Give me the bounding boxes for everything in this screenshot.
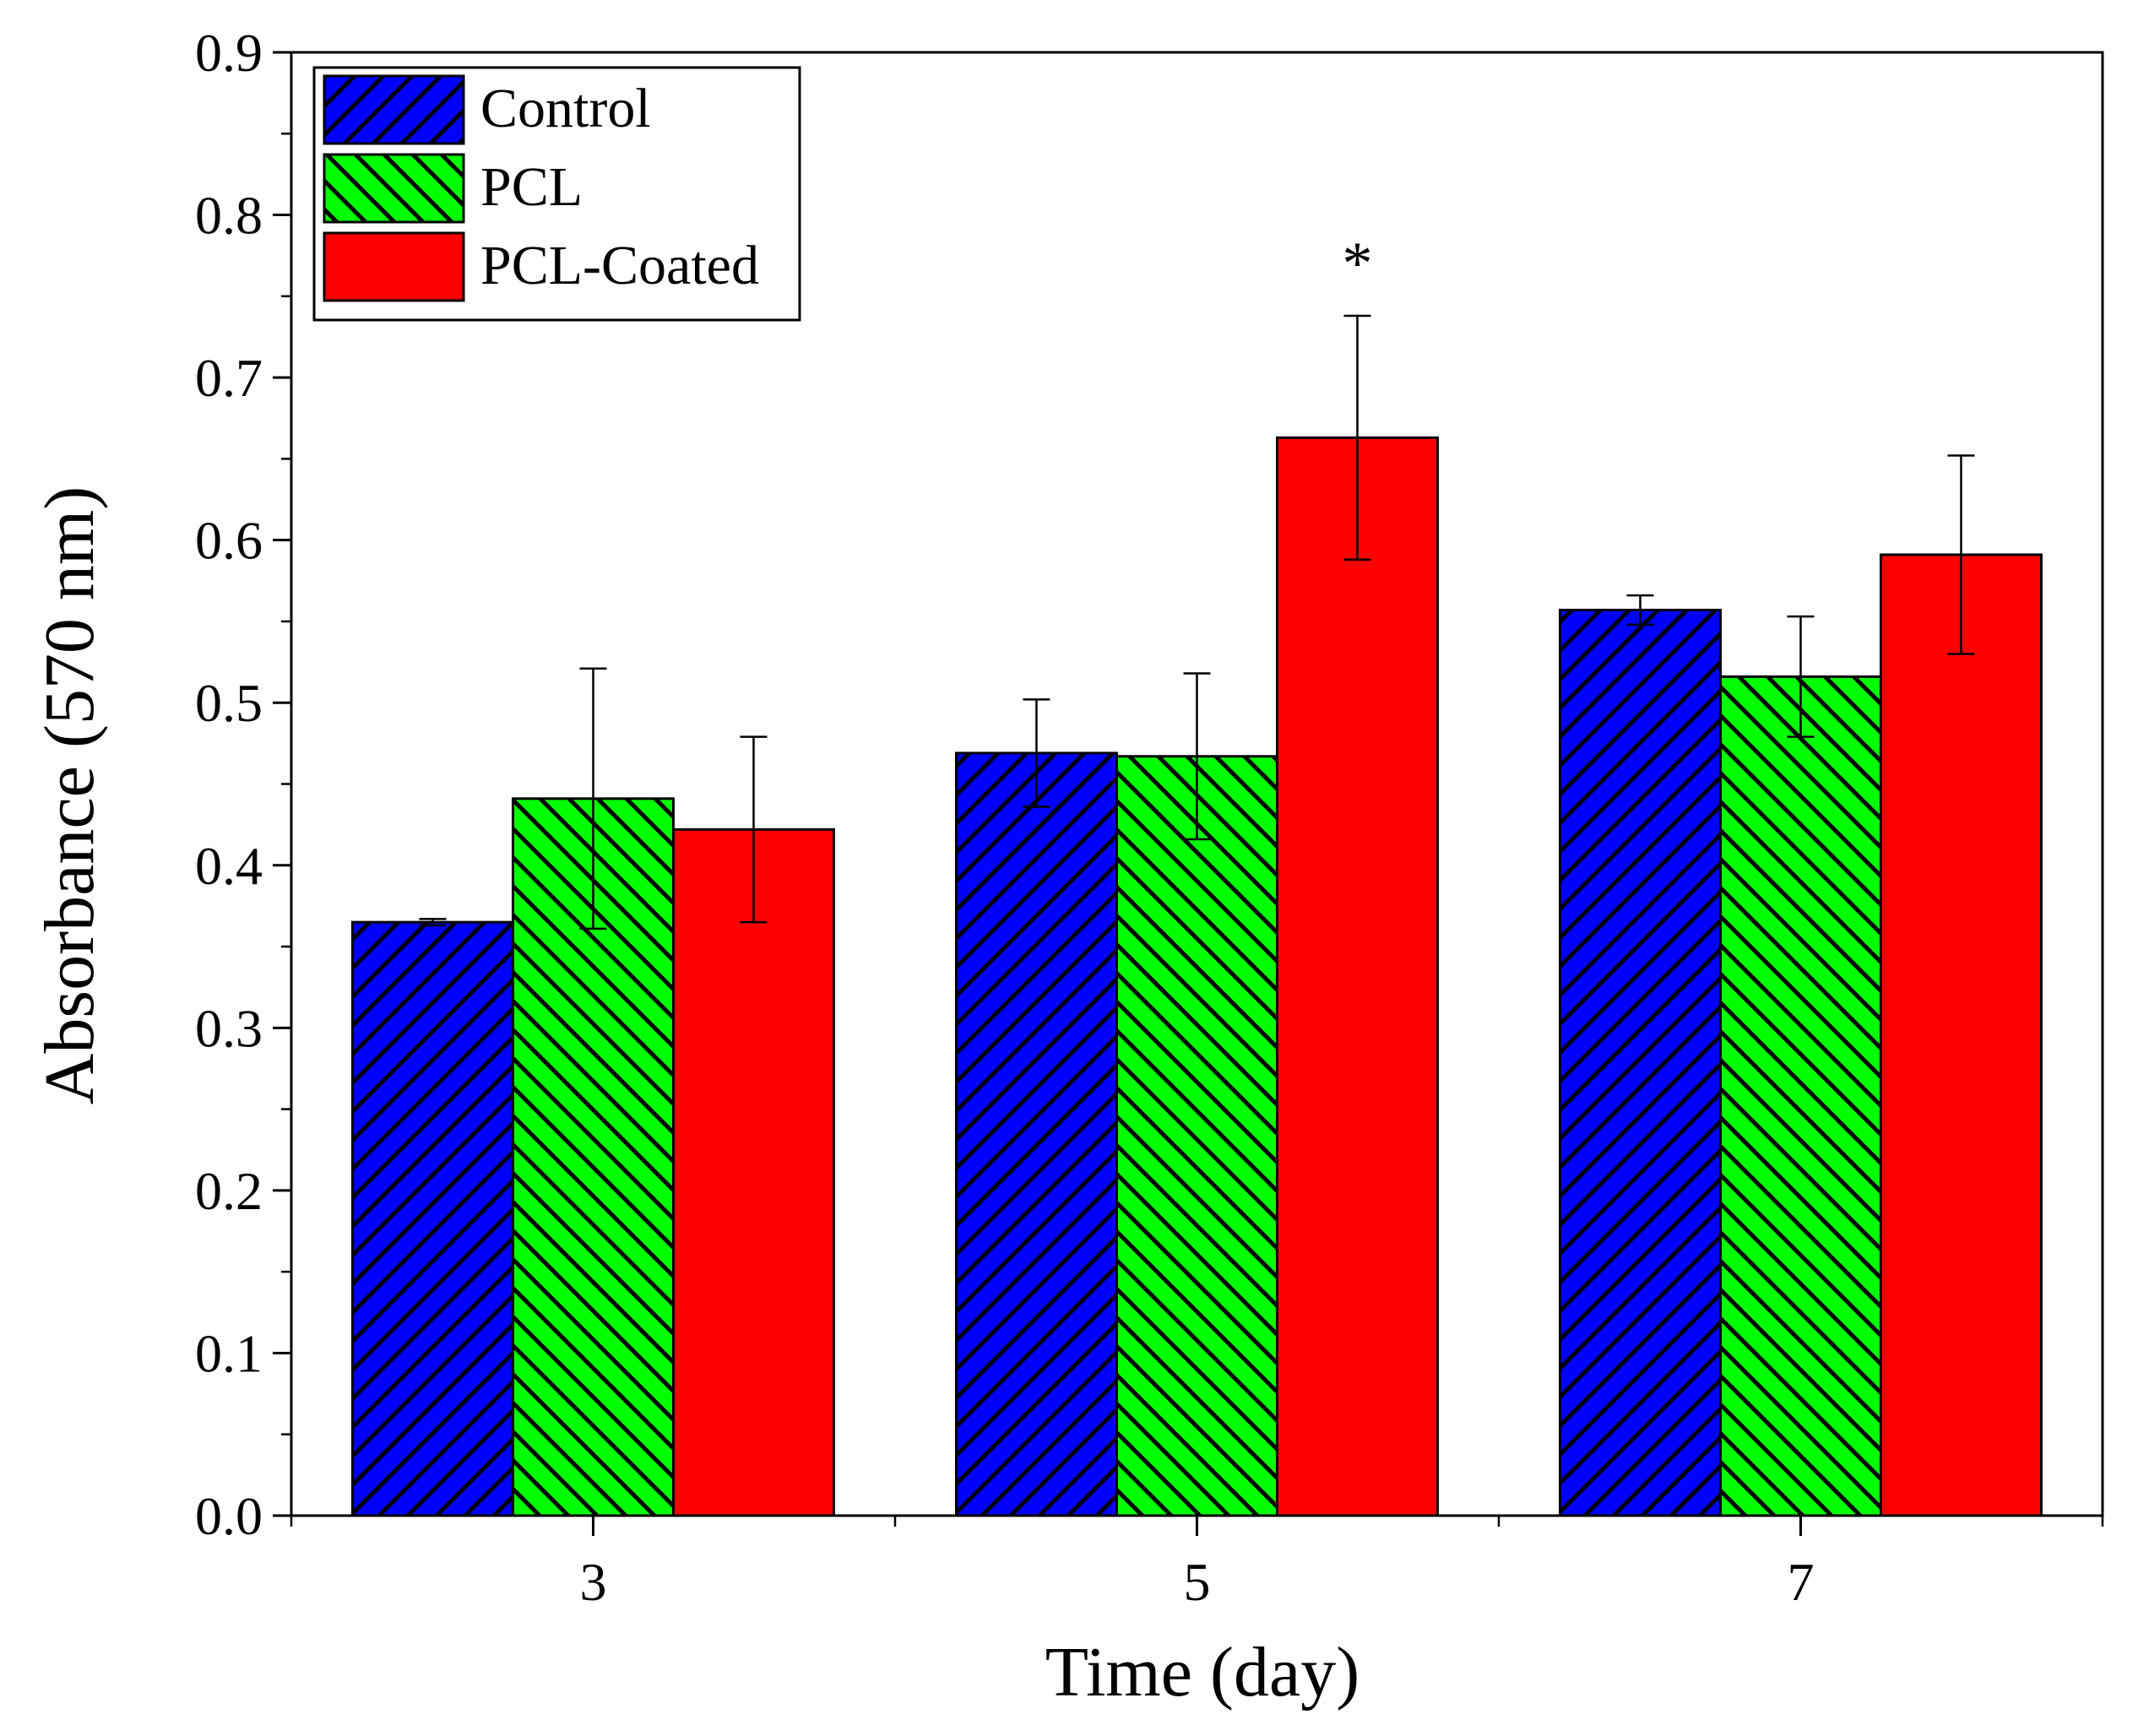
bar-control-day-5 [955,751,1118,1517]
x-tick-label: 7 [1788,1552,1815,1612]
legend-label-pcl: PCL [480,156,583,218]
y-tick-label: 0.0 [195,1486,263,1546]
y-tick-label: 0.5 [195,673,263,733]
bar-pcl-day-5 [1115,755,1278,1517]
bar-pcl-day-7 [1719,675,1882,1517]
y-tick-label: 0.2 [195,1161,263,1221]
y-tick-label: 0.1 [195,1323,263,1383]
x-tick-label: 3 [580,1552,607,1612]
bar-pcl-coated-day-3 [672,827,835,1517]
y-tick-label: 0.6 [195,511,263,571]
legend-label-pcl-coated: PCL-Coated [480,235,759,296]
legend-swatch-pcl [323,153,465,224]
x-tick-label: 5 [1184,1552,1211,1612]
legend-swatch-control [323,74,465,145]
bar-pcl-coated-day-5 [1276,436,1439,1517]
bar-control-day-3 [351,920,514,1517]
y-tick-label: 0.3 [195,998,263,1058]
legend-label-control: Control [480,78,651,139]
y-tick-label: 0.9 [195,23,263,83]
bar-pcl-coated-day-7 [1880,553,2043,1517]
legend: Control PCL PCL-Coated [312,66,801,322]
significance-annotation: * [1343,230,1373,297]
y-tick-label: 0.4 [195,836,263,896]
y-tick-label: 0.7 [195,348,263,408]
bar-control-day-7 [1559,608,1722,1517]
legend-swatch-pcl-coated [323,231,465,302]
y-axis-title: Absorbance (570 nm) [30,486,109,1104]
x-axis-title: Time (day) [1045,1633,1360,1712]
y-tick-label: 0.8 [195,186,263,246]
plot-area: * 0.0 0.1 0.2 0.3 0.4 0.5 0.6 0.7 0.8 0.9 3 5 7 [195,23,2104,1612]
